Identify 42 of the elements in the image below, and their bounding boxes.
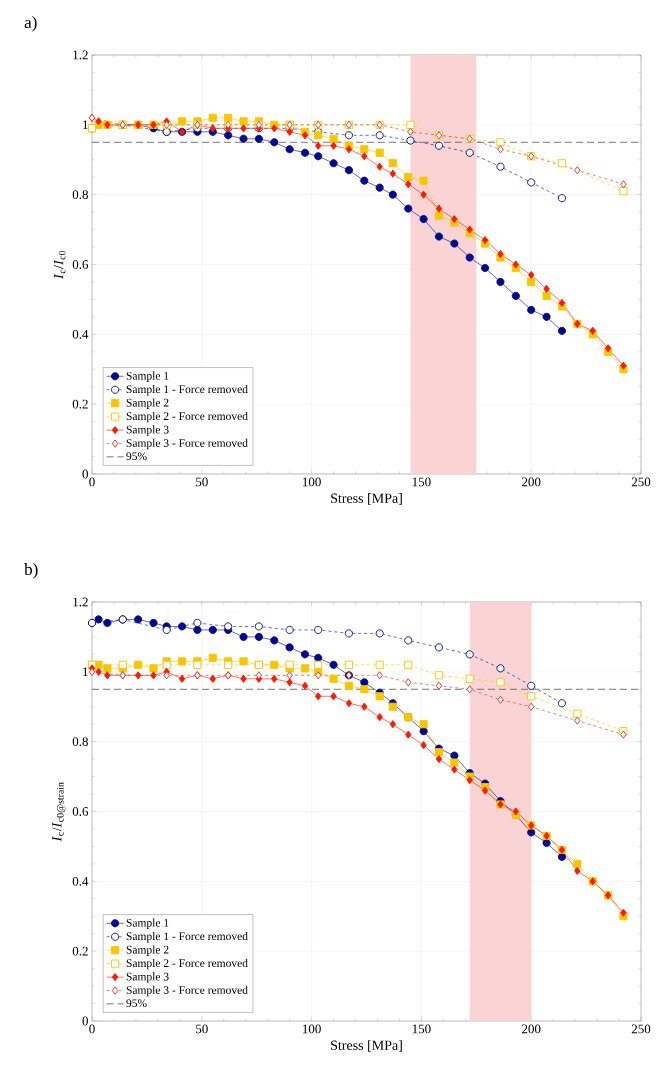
x-tick-label: 250 (631, 1024, 651, 1034)
legend-label: Sample 1 (126, 918, 169, 929)
x-tick-label: 50 (196, 477, 208, 487)
x-tick-label: 100 (302, 1024, 321, 1034)
y-tick-label: 0.6 (72, 807, 89, 816)
x-tick-label: 150 (412, 1024, 431, 1034)
chart-title: a) (24, 16, 37, 32)
y-tick-label: 1 (83, 667, 88, 677)
x-tick-label: 200 (522, 1024, 541, 1034)
legend-label: Sample 3 - Force removed (126, 438, 248, 450)
legend-label: Sample 3 - Force removed (126, 985, 248, 997)
y-tick-label: 0.4 (72, 329, 89, 339)
y-tick-label: 0.8 (72, 190, 88, 200)
legend-label: Sample 2 (126, 398, 169, 409)
legend-label: Sample 3 (126, 425, 169, 436)
x-tick-label: 50 (196, 1024, 208, 1034)
y-tick-label: 0.2 (72, 399, 88, 409)
y-tick-label: 0.6 (72, 260, 89, 269)
chart-title: b) (24, 563, 38, 579)
legend-label: 95% (126, 452, 147, 461)
x-tick-label: 250 (631, 477, 651, 487)
x-axis-title: Stress [MPa] (331, 1040, 402, 1052)
y-tick-label: 0 (82, 469, 88, 479)
y-tick-label: 0.8 (72, 737, 88, 747)
legend-label: Sample 1 - Force removed (126, 931, 248, 943)
x-axis-title: Stress [MPa] (331, 493, 402, 505)
y-tick-label: 1.2 (73, 597, 88, 607)
legend-label: Sample 2 (126, 945, 169, 956)
y-tick-label: 1 (83, 120, 88, 130)
legend-label: 95% (126, 999, 147, 1008)
legend-label: Sample 1 (126, 371, 169, 382)
legend-label: Sample 3 (126, 972, 169, 983)
x-tick-label: 200 (522, 477, 541, 487)
legend-label: Sample 2 - Force removed (126, 411, 248, 423)
y-tick-label: 0.4 (72, 876, 89, 886)
legend-label: Sample 2 - Force removed (126, 958, 248, 970)
x-tick-label: 150 (412, 477, 431, 487)
x-tick-label: 100 (302, 477, 321, 487)
y-tick-label: 1.2 (73, 50, 88, 60)
y-tick-label: 0 (82, 1016, 88, 1026)
y-tick-label: 0.2 (72, 946, 88, 956)
legend-label: Sample 1 - Force removed (126, 384, 248, 396)
